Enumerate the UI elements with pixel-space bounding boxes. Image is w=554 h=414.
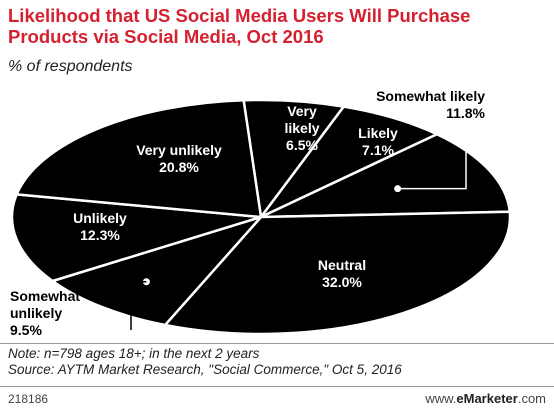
leader-lines <box>130 128 467 330</box>
label-somewhat-unlikely: Somewhat unlikely 9.5% <box>10 288 80 338</box>
chart-notes: Note: n=798 ages 18+; in the next 2 year… <box>8 346 402 378</box>
chart-subtitle: % of respondents <box>8 58 133 75</box>
label-unlikely: Unlikely 12.3% <box>73 210 127 243</box>
slice-very-unlikely[interactable] <box>15 99 263 219</box>
source-text: Source: AYTM Market Research, "Social Co… <box>8 362 402 377</box>
brand-prefix: www. <box>425 391 457 406</box>
chart-id: 218186 <box>8 392 49 406</box>
chart-title: Likelihood that US Social Media Users Wi… <box>8 5 471 47</box>
slice-likely[interactable] <box>259 105 439 219</box>
leader-line-somewhat-likely <box>397 128 467 190</box>
brand-link[interactable]: www.eMarketer.com <box>425 391 546 406</box>
footer-divider <box>0 386 554 387</box>
slice-somewhat-likely[interactable] <box>259 132 511 219</box>
label-somewhat-likely: Somewhat likely 11.8% <box>376 88 485 121</box>
label-very-likely: Very likely 6.5% <box>284 103 319 153</box>
slice-somewhat-unlikely[interactable] <box>51 215 263 327</box>
label-very-unlikely: Very unlikely 20.8% <box>136 142 222 175</box>
slice-labels: Very likely 6.5% Likely 7.1% Somewhat likely 1… <box>10 88 486 338</box>
brand-name: eMarketer <box>456 391 518 406</box>
label-neutral: Neutral 32.0% <box>318 257 366 290</box>
label-likely: Likely 7.1% <box>358 125 398 158</box>
slice-neutral[interactable] <box>163 210 512 336</box>
slice-unlikely[interactable] <box>10 193 263 283</box>
notes-divider <box>0 343 554 344</box>
pie-slices <box>10 98 512 336</box>
brand-suffix: .com <box>517 391 546 406</box>
note-text: Note: n=798 ages 18+; in the next 2 year… <box>8 346 260 361</box>
pie-chart: Very likely 6.5% Likely 7.1% Somewhat likely 1… <box>10 88 512 338</box>
leader-line-somewhat-unlikely <box>130 281 147 330</box>
